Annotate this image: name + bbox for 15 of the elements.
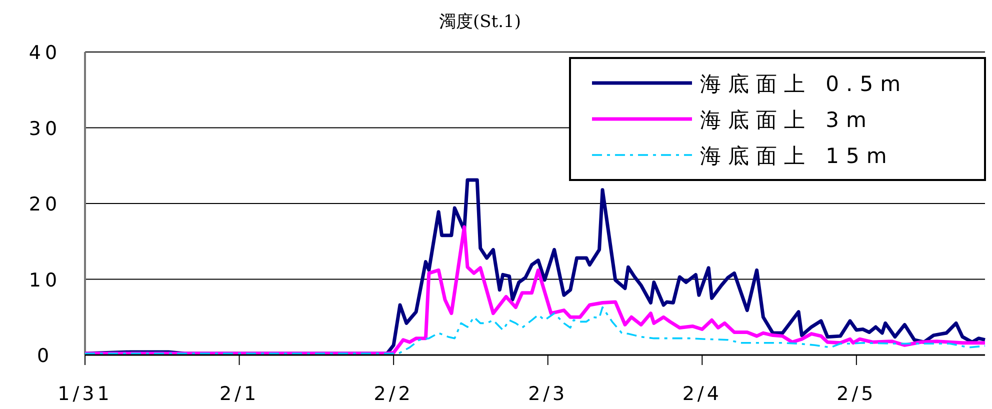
x-tick-label: 1/31 [58,383,112,405]
y-tick-label: 40 [28,42,62,64]
legend-label: 海底面上 0.5m [700,72,908,96]
legend-label: 海底面上 15m [700,144,894,168]
legend-label: 海底面上 3m [700,108,874,132]
y-tick-label: 20 [28,194,62,216]
x-tick-label: 2/3 [528,383,568,405]
y-tick-label: 0 [36,345,54,367]
y-tick-label: 30 [28,118,62,140]
x-tick-label: 2/1 [219,383,260,405]
chart-title: 濁度(St.1) [439,12,521,32]
x-tick-label: 2/4 [682,383,722,405]
x-tick-label: 2/2 [374,383,414,405]
x-tick-label: 2/5 [836,383,876,405]
y-tick-label: 10 [28,269,62,292]
